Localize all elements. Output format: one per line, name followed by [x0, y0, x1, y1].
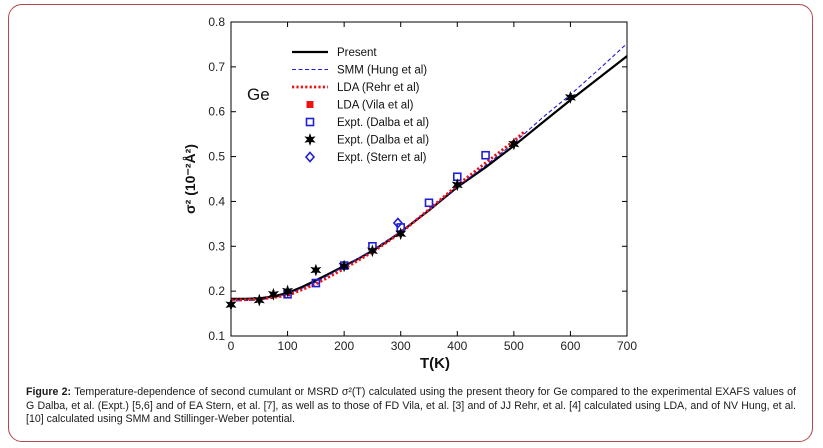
y-tick-label: 0.8	[208, 15, 225, 29]
y-tick-label: 0.7	[208, 60, 225, 74]
data-point-star-black	[564, 90, 577, 104]
plot-frame	[230, 21, 628, 337]
data-point-star-black	[281, 284, 294, 298]
legend-label: Present	[337, 47, 377, 59]
data-point-star-black	[310, 263, 322, 277]
data-point-star-black	[253, 293, 265, 307]
y-tick-label: 0.6	[208, 105, 225, 119]
y-tick-label: 0.5	[208, 150, 225, 164]
legend-swatch-marker	[304, 133, 316, 146]
legend-swatch-marker	[306, 101, 314, 108]
legend-label: Expt. (Dalba et al)	[337, 135, 429, 147]
msrd-chart: 0 100 200 300 400 500 600 700 0.1 0.2 0.3 0.4 0.5 0.6…	[182, 15, 637, 372]
y-axis-label: σ² (10⁻²Å²)	[182, 144, 198, 214]
x-tick-label: 0	[228, 339, 235, 353]
data-point-star-black	[225, 298, 237, 312]
caption-label: Figure 2:	[26, 386, 72, 398]
figure-caption: Figure 2: Temperature-dependence of seco…	[26, 386, 796, 427]
legend-swatch-marker	[305, 117, 315, 127]
material-annotation: Ge	[247, 85, 270, 104]
data-point-star-black	[451, 178, 463, 192]
data-point-open-square-blue	[311, 278, 321, 288]
data-point-open-square-blue	[424, 198, 434, 208]
x-tick-label: 700	[617, 339, 637, 353]
chart-area: 0 100 200 300 400 500 600 700 0.1 0.2 0.3 0.4 0.5 0.6…	[127, 8, 647, 380]
x-tick-label: 600	[560, 339, 580, 353]
legend-label: Expt. (Stern et al)	[337, 152, 427, 164]
legend-label: LDA (Vila et al)	[337, 100, 414, 112]
y-tick-label: 0.2	[208, 284, 225, 298]
x-tick-label: 400	[447, 339, 467, 353]
data-point-star-black	[366, 244, 379, 258]
y-tick-label: 0.1	[208, 329, 225, 343]
figure-frame	[8, 4, 813, 442]
x-tick-label: 100	[278, 339, 298, 353]
x-tick-label: 300	[391, 339, 411, 353]
y-tick-label: 0.4	[208, 194, 225, 208]
legend-label: SMM (Hung et al)	[337, 65, 427, 77]
data-point-star-black	[395, 227, 407, 241]
x-tick-label: 500	[504, 339, 524, 353]
data-point-star-black	[508, 137, 520, 151]
legend-label: LDA (Rehr et al)	[337, 82, 420, 94]
data-point-open-square-blue	[481, 150, 490, 160]
caption-text: Temperature-dependence of second cumulan…	[26, 386, 797, 425]
y-tick-label: 0.3	[208, 239, 225, 253]
legend-swatch-marker	[304, 151, 316, 163]
x-tick-label: 200	[334, 339, 354, 353]
data-point-star-black	[338, 259, 350, 273]
x-axis-label: T(K)	[420, 355, 450, 372]
data-point-star-black	[267, 287, 279, 301]
data-point-open-diamond-blue	[392, 217, 403, 229]
legend-label: Expt. (Dalba et al)	[337, 117, 429, 129]
